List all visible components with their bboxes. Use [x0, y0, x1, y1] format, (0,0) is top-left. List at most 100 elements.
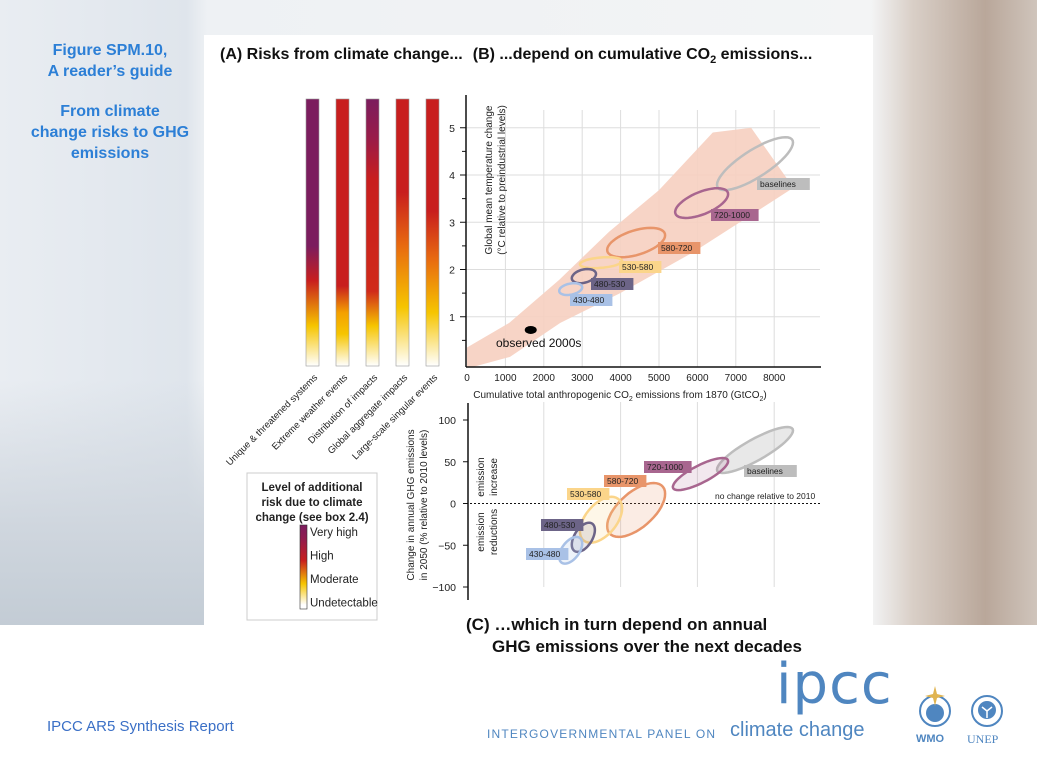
title-line: GHG emissions over the next decades — [492, 637, 802, 656]
legend-level-label: High — [310, 551, 334, 563]
subtitle-line: From climate — [60, 103, 160, 120]
x-tick-label: 6000 — [686, 373, 709, 384]
y-tick-label: 1 — [449, 312, 455, 324]
scenario-ellipse — [557, 281, 584, 297]
city-background — [0, 380, 204, 625]
scenario-label: baselines — [760, 179, 796, 189]
y-axis-label: (°C relative to preindustrial levels) — [497, 105, 508, 255]
scenario-label-box — [711, 209, 759, 221]
wmo-emblem-icon — [919, 686, 951, 727]
legend-level-label: Moderate — [310, 574, 359, 586]
scenario-label-box — [658, 242, 701, 254]
scenario-ellipse — [578, 255, 624, 270]
scenario-ellipse — [605, 481, 667, 539]
scenario-label: 720-1000 — [647, 462, 683, 472]
unep-label: UNEP — [967, 732, 999, 746]
title-text: (B) ...depend on cumulative CO — [472, 46, 711, 63]
figure-number: Figure SPM.10, — [52, 42, 168, 59]
x-tick-label: 4000 — [609, 373, 632, 384]
subtitle-line: change risks to GHG — [30, 124, 190, 141]
x-axis-label-part: 2 — [629, 396, 633, 403]
scenario-label: 480-530 — [594, 279, 625, 289]
scenario-label-box — [570, 294, 613, 306]
scenario-label: baselines — [747, 466, 783, 476]
y-axis-label: in 2050 (% relative to 2010 levels) — [419, 430, 430, 581]
ipcc-panel-text: INTERGOVERNMENTAL PANEL ON — [487, 727, 717, 741]
observed-marker — [524, 325, 537, 334]
x-tick-label: 0 — [464, 373, 470, 384]
panel-a-title: (A) Risks from climate change... — [220, 46, 463, 66]
x-axis-label-part: ) — [763, 390, 766, 401]
scenario-ellipse — [671, 456, 730, 492]
zero-line-label: no change relative to 2010 — [715, 491, 815, 501]
panel-c-title: (C) …which in turn depend on annual GHG e… — [466, 615, 802, 657]
title-text: (A) Risks from climate change... — [220, 46, 463, 63]
scenario-label-box — [757, 178, 810, 190]
x-tick-label: 7000 — [725, 373, 748, 384]
scenario-ellipse — [715, 135, 795, 192]
observed-label: observed 2000s — [496, 336, 581, 350]
legend-title: Level of additional — [262, 482, 363, 494]
title-text: emissions... — [716, 46, 813, 63]
unep-emblem-icon — [971, 695, 1003, 727]
scenario-label: 580-720 — [607, 476, 638, 486]
x-tick-label: 3000 — [571, 373, 594, 384]
scenario-label-box — [526, 548, 569, 560]
title-line: (C) …which in turn depend on annual — [466, 615, 768, 634]
scenario-label: 720-1000 — [714, 210, 750, 220]
scenario-label: 480-530 — [544, 520, 575, 530]
x-axis-label-part: Cumulative total anthropogenic CO — [473, 390, 629, 401]
scenario-label: 530-580 — [622, 262, 653, 272]
y-tick-label: 4 — [449, 170, 455, 182]
emission-reductions-label: reductions — [489, 509, 500, 555]
risk-bar — [335, 98, 350, 367]
scenario-label-box — [744, 465, 797, 477]
ipcc-logo: ipcc — [776, 652, 893, 717]
y-tick-label: 0 — [450, 499, 456, 511]
x-tick-label: 8000 — [763, 373, 786, 384]
scenario-label-box — [591, 278, 634, 290]
scenario-label: 430-480 — [573, 295, 604, 305]
risk-bar — [365, 98, 380, 367]
scenario-label: 430-480 — [529, 549, 560, 559]
scenario-ellipse — [605, 226, 667, 259]
emission-increase-label: increase — [489, 458, 500, 496]
y-tick-label: −100 — [432, 582, 456, 594]
slide-subtitle: From climate change risks to GHG emissio… — [10, 101, 210, 164]
panel-b: 0 1000 2000 3000 4000 5000 6000 7000 8000 1 2 3 4 5 Cu… — [449, 95, 821, 403]
scenario-ellipse — [570, 267, 598, 285]
emission-reductions-label: emission — [476, 512, 487, 551]
scenario-ellipse — [715, 425, 795, 475]
y-tick-label: 50 — [444, 457, 456, 469]
y-tick-label: 3 — [449, 217, 455, 229]
x-axis-label-part: 2 — [760, 396, 764, 403]
scenario-label-box — [644, 461, 692, 473]
y-axis-label: Global mean temperature change — [484, 105, 495, 254]
scenario-label-box — [541, 519, 584, 531]
scenario-label-box — [567, 488, 610, 500]
panel-titles: (A) Risks from climate change... (B) ...… — [220, 46, 812, 66]
title-sub: 2 — [710, 54, 717, 67]
legend-title: change (see box 2.4) — [255, 512, 368, 524]
legend-title: risk due to climate — [262, 497, 363, 509]
scenario-label: 580-720 — [661, 243, 692, 253]
uncertainty-plume — [467, 127, 794, 367]
y-tick-label: 100 — [438, 415, 456, 427]
scenario-ellipse — [578, 495, 624, 544]
x-axis-label-part: emissions from 1870 (GtCO — [633, 390, 760, 401]
legend-level-label: Very high — [310, 527, 358, 539]
y-tick-label: 5 — [449, 123, 455, 135]
partner-logos — [919, 686, 1003, 727]
wmo-label: WMO — [916, 733, 945, 745]
legend-level-label: Undetectable — [310, 598, 378, 610]
panel-b-title: (B) ...depend on cumulative CO2 emission… — [473, 46, 813, 66]
y-tick-label: −50 — [438, 540, 456, 552]
report-name: IPCC AR5 Synthesis Report — [47, 718, 234, 735]
emission-increase-label: emission — [476, 457, 487, 496]
scenario-label-box — [619, 261, 662, 273]
x-tick-label: 5000 — [648, 373, 671, 384]
legend-color-scale — [299, 524, 308, 610]
scenario-label-box — [604, 475, 647, 487]
y-tick-label: 2 — [449, 265, 455, 277]
